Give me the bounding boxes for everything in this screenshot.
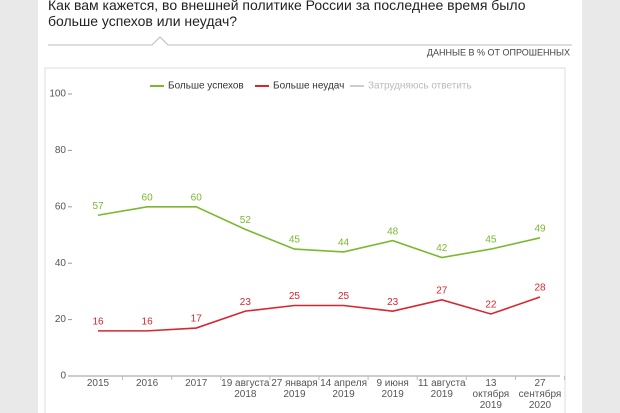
data-label: 49 [534,223,546,234]
x-tick-label: 2015 [86,378,110,389]
x-tick-label: 2017 [185,378,208,389]
legend-label: Больше успехов [168,81,244,92]
x-tick-label: 13 октября 2019 [472,378,510,411]
data-label: 25 [289,291,301,302]
data-label: 23 [240,297,252,308]
x-tick-label: 27 января 2019 [271,378,318,400]
data-label: 57 [92,201,104,212]
legend-label: Затрудняюсь ответить [368,81,472,92]
data-label: 16 [92,317,104,328]
x-tick-label: 2016 [135,378,159,389]
y-tick-label: 80 [55,145,67,156]
data-label: 44 [338,238,350,249]
y-tick-label: 20 [55,314,67,325]
data-label: 23 [387,297,399,308]
data-label: 52 [240,215,252,226]
x-tick-label: 14 апреля 2019 [320,378,367,400]
data-label: 60 [191,192,203,203]
data-label: 22 [485,300,497,311]
data-label: 17 [191,314,203,325]
data-label: 45 [485,235,497,246]
title: Как вам кажется, во внешней политике Рос… [48,0,529,13]
title-line: Как вам кажется, во внешней политике Рос… [48,0,529,29]
data-label: 48 [387,226,399,237]
legend-label: Больше неудач [273,81,344,92]
y-tick-label: 60 [55,201,67,212]
subtitle: ДАННЫЕ В % ОТ ОПРОШЕННЫХ [427,47,570,57]
data-label: 60 [142,192,154,203]
x-tick-label: 11 августа 2019 [417,378,466,400]
data-label: 28 [534,283,546,294]
data-label: 25 [338,291,350,302]
x-tick-label: 9 июня 2019 [376,378,409,400]
chart-frame [44,67,566,413]
x-tick-label: 19 августа 2018 [221,378,270,400]
y-tick-label: 40 [55,258,67,269]
title-continued: больше успехов или неудач? [48,13,237,29]
y-tick-label: 100 [49,89,66,100]
y-tick-label: 0 [60,371,66,382]
series-line [97,206,541,259]
x-tick-label: 27 сентября 2020 [518,378,562,411]
data-label: 45 [289,235,301,246]
divider [48,36,572,46]
data-label: 16 [142,317,154,328]
data-label: 42 [436,243,448,254]
series-line [98,296,541,332]
data-label: 27 [436,286,448,297]
